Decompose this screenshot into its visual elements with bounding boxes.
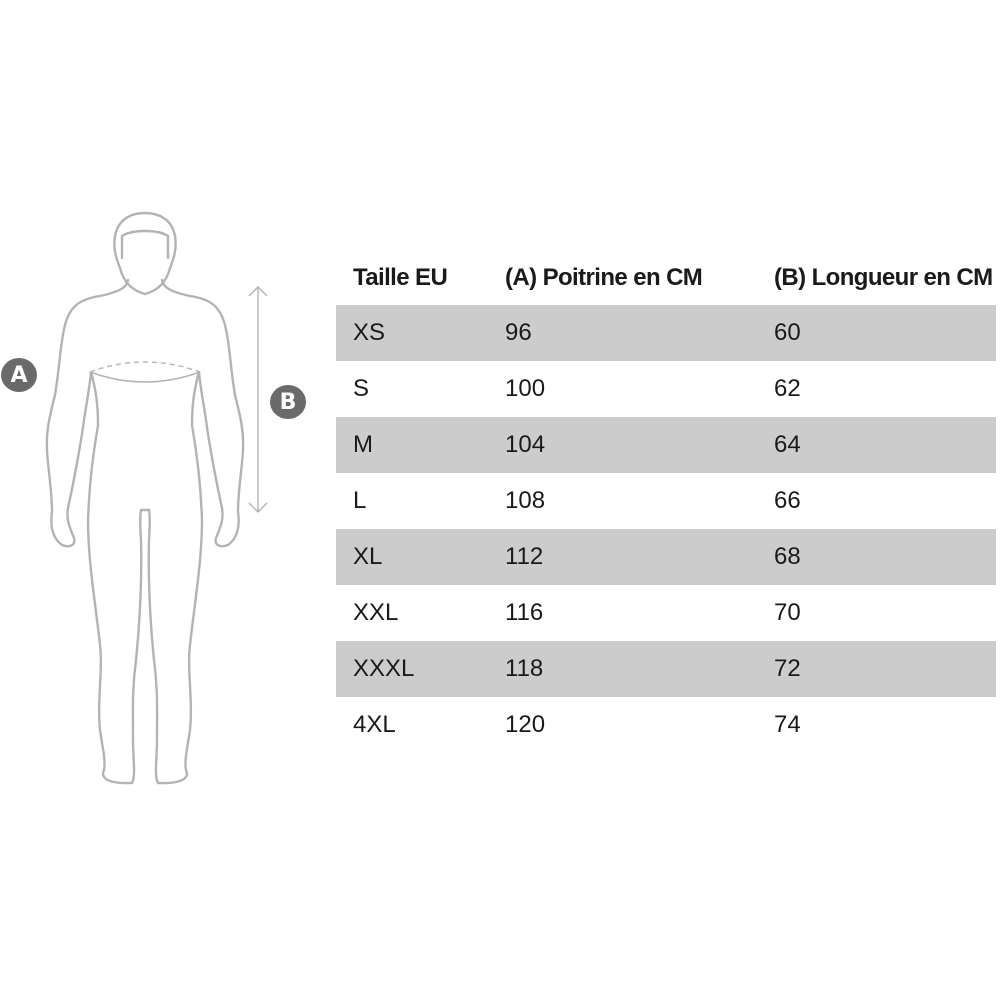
length-cell: 66: [774, 487, 801, 514]
chest-cell: 118: [505, 655, 544, 682]
chest-cell: 120: [505, 711, 546, 738]
chest-cell: 108: [505, 487, 546, 514]
size-cell: S: [353, 375, 370, 402]
table-row: L 108 66: [336, 473, 996, 529]
chest-cell: 100: [505, 375, 546, 402]
size-cell: 4XL: [353, 711, 396, 738]
chest-cell: 116: [505, 599, 544, 626]
label-b-badge: B: [270, 385, 306, 419]
length-cell: 68: [774, 543, 801, 570]
table-row: XXXL 118 72: [336, 641, 996, 697]
chest-measure-line: [89, 371, 201, 383]
size-cell: L: [353, 487, 367, 514]
size-cell: XXXL: [353, 655, 415, 682]
size-table: Taille EU (A) Poitrine en CM (B) Longueu…: [336, 250, 996, 753]
length-cell: 62: [774, 375, 801, 402]
chest-cell: 96: [505, 319, 532, 346]
header-length: (B) Longueur en CM: [774, 263, 993, 291]
header-chest: (A) Poitrine en CM: [505, 263, 703, 291]
table-header: Taille EU (A) Poitrine en CM (B) Longueu…: [336, 250, 996, 305]
table-row: M 104 64: [336, 417, 996, 473]
header-size: Taille EU: [353, 263, 448, 291]
length-cell: 72: [774, 655, 801, 682]
label-a-badge: A: [1, 358, 37, 392]
chest-cell: 104: [505, 431, 546, 458]
body-figure-illustration: [45, 211, 268, 785]
length-cell: 70: [774, 599, 801, 626]
size-cell: M: [353, 431, 373, 458]
length-cell: 64: [774, 431, 801, 458]
table-row: XL 112 68: [336, 529, 996, 585]
table-row: XS 96 60: [336, 305, 996, 361]
length-cell: 60: [774, 319, 801, 346]
length-arrow: [248, 286, 268, 513]
chest-cell: 112: [505, 543, 544, 570]
table-row: S 100 62: [336, 361, 996, 417]
size-cell: XXL: [353, 599, 399, 626]
body-outline: [45, 211, 245, 785]
chest-measure-dashed-line: [89, 361, 201, 373]
table-row: 4XL 120 74: [336, 697, 996, 753]
table-row: XXL 116 70: [336, 585, 996, 641]
size-cell: XS: [353, 319, 386, 346]
length-cell: 74: [774, 711, 801, 738]
size-cell: XL: [353, 543, 383, 570]
